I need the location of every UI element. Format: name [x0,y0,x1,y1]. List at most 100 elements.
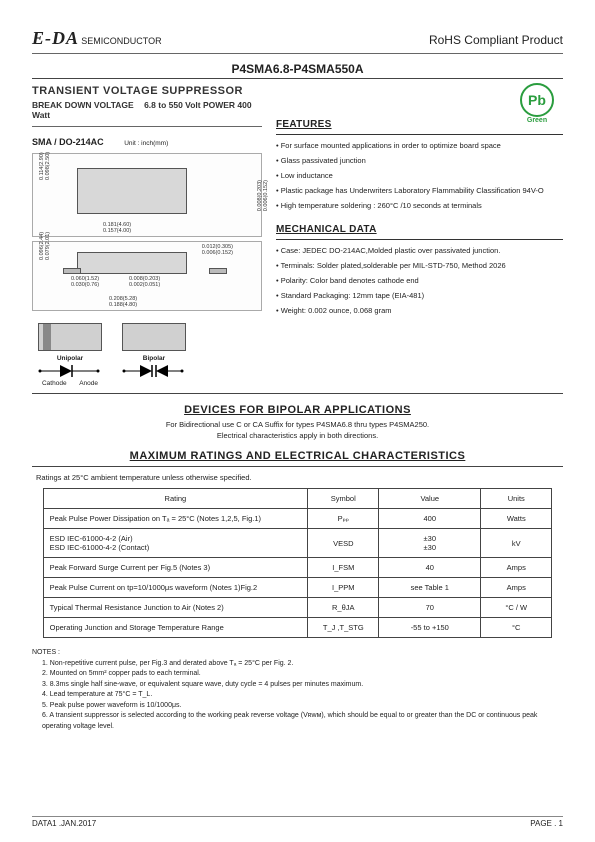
table-cell: Operating Junction and Storage Temperatu… [43,618,308,638]
footer-date: DATA1 .JAN.2017 [32,819,96,828]
features-list: For surface mounted applications in orde… [276,141,563,210]
table-cell: Pₚₚ [308,509,379,529]
mechanical-heading: MECHANICAL DATA [276,224,563,235]
th-units: Units [481,489,552,509]
feature-item: For surface mounted applications in orde… [276,141,563,150]
note-item: 3. 8.3ms single half sine-wave, or equiv… [42,680,563,691]
unipolar-symbol-icon [38,362,102,380]
table-cell: °C / W [481,598,552,618]
note-item: 2. Mounted on 5mm² copper pads to each t… [42,669,563,680]
mech-item: Weight: 0.002 ounce, 0.068 gram [276,306,563,315]
th-value: Value [379,489,481,509]
notes-heading: NOTES : [32,648,563,659]
dim-w1: 0.181(4.60)0.157(4.00) [103,222,131,234]
unit-label: Unit : inch(mm) [124,140,168,147]
package-label: SMA / DO-214AC Unit : inch(mm) [32,137,262,147]
table-row: ESD IEC-61000-4-2 (Air) ESD IEC-61000-4-… [43,529,552,558]
right-column: Pb Green FEATURES For surface mounted ap… [276,85,563,387]
table-cell: Watts [481,509,552,529]
table-cell: I_FSM [308,558,379,578]
title-rule [32,78,563,79]
note-item: 5. Peak pulse power waveform is 10/1000μ… [42,701,563,712]
table-cell: Typical Thermal Resistance Junction to A… [43,598,308,618]
section-rule [32,393,563,394]
package-top-drawing: 0.114(2.90)0.098(2.50) 0.008(0.203)0.006… [32,153,262,237]
feature-item: Low inductance [276,171,563,180]
table-cell: T_J ,T_STG [308,618,379,638]
table-cell: see Table 1 [379,578,481,598]
mech-item: Standard Packaging: 12mm tape (EIA-481) [276,291,563,300]
table-cell: R_θJA [308,598,379,618]
part-number: P4SMA6.8-P4SMA550A [32,62,563,76]
header-rule [32,53,563,54]
ratings-note: Ratings at 25°C ambient temperature unle… [36,473,563,482]
tvs-title: TRANSIENT VOLTAGE SUPPRESSOR [32,85,262,97]
polarity-section: Unipolar Cathode Anode Bipolar [32,323,262,387]
table-cell: kV [481,529,552,558]
th-symbol: Symbol [308,489,379,509]
pb-free-badge: Pb Green [515,83,559,127]
ratings-table: Rating Symbol Value Units Peak Pulse Pow… [43,488,553,638]
table-row: Peak Pulse Power Dissipation on Tₐ = 25°… [43,509,552,529]
bdv-label: BREAK DOWN VOLTAGE [32,100,134,110]
bdv-rule [32,126,262,127]
unipolar-box: Unipolar Cathode Anode [38,323,102,387]
note-item: 1. Non-repetitive current pulse, per Fig… [42,659,563,670]
bipolar-line1: For Bidirectional use C or CA Suffix for… [32,420,563,429]
table-cell: °C [481,618,552,638]
table-row: Peak Pulse Current on tp=10/1000μs wavef… [43,578,552,598]
package-name: SMA / DO-214AC [32,137,104,147]
dim-side-L: 0.208(5.28)0.188(4.80) [109,296,137,308]
mechanical-list: Case: JEDEC DO-214AC,Molded plastic over… [276,246,563,315]
mech-item: Case: JEDEC DO-214AC,Molded plastic over… [276,246,563,255]
unipolar-label: Unipolar [38,355,102,362]
pb-icon: Pb [520,83,554,117]
table-row: Operating Junction and Storage Temperatu… [43,618,552,638]
bipolar-line2: Electrical characteristics apply in both… [32,431,563,440]
mech-item: Polarity: Color band denotes cathode end [276,276,563,285]
table-cell: Peak Pulse Current on tp=10/1000μs wavef… [43,578,308,598]
bipolar-apps-title: DEVICES FOR BIPOLAR APPLICATIONS [32,404,563,416]
table-cell: 40 [379,558,481,578]
dim-h1: 0.114(2.90)0.098(2.50) [39,152,51,180]
dim-l1: 0.008(0.203)0.006(0.152) [257,180,269,211]
brand-sub: SEMICONDUCTOR [81,36,161,46]
pb-green-label: Green [515,117,559,124]
table-cell: ±30 ±30 [379,529,481,558]
table-cell: ESD IEC-61000-4-2 (Air) ESD IEC-61000-4-… [43,529,308,558]
bipolar-box: Bipolar [122,323,186,387]
footer: DATA1 .JAN.2017 PAGE . 1 [32,816,563,828]
brand: E-DA SEMICONDUCTOR [32,28,162,49]
feature-item: Plastic package has Underwriters Laborat… [276,186,563,195]
table-cell: -55 to +150 [379,618,481,638]
bipolar-symbol-icon [122,362,186,380]
bipolar-label: Bipolar [122,355,186,362]
notes-section: NOTES : 1. Non-repetitive current pulse,… [32,648,563,732]
note-item: 4. Lead temperature at 75°C = T_L. [42,690,563,701]
dim-side-p: 0.060(1.52)0.030(0.76) [71,276,99,288]
footer-page: PAGE . 1 [530,819,563,828]
table-cell: Amps [481,578,552,598]
max-rule [32,466,563,467]
table-cell: Amps [481,558,552,578]
mech-item: Terminals: Solder plated,solderable per … [276,261,563,270]
package-side-drawing: 0.096(2.44)0.079(2.01) 0.012(0.305)0.006… [32,241,262,311]
brand-name: E-DA [32,28,79,48]
table-cell: I_PPM [308,578,379,598]
th-rating: Rating [43,489,308,509]
table-cell: Peak Pulse Power Dissipation on Tₐ = 25°… [43,509,308,529]
table-cell: 400 [379,509,481,529]
table-row: Peak Forward Surge Current per Fig.5 (No… [43,558,552,578]
feature-item: Glass passivated junction [276,156,563,165]
note-item: 6. A transient suppressor is selected ac… [42,711,563,732]
table-cell: 70 [379,598,481,618]
table-cell: VESD [308,529,379,558]
rohs-label: RoHS Compliant Product [429,33,563,47]
table-cell: Peak Forward Surge Current per Fig.5 (No… [43,558,308,578]
left-column: TRANSIENT VOLTAGE SUPPRESSOR BREAK DOWN … [32,85,262,387]
breakdown-voltage: BREAK DOWN VOLTAGE 6.8 to 550 Volt POWER… [32,100,262,120]
dim-side-g: 0.008(0.203)0.002(0.051) [129,276,160,288]
cathode-anode-label: Cathode Anode [38,380,102,387]
dim-side-h: 0.096(2.44)0.079(2.01) [39,232,51,260]
table-row: Typical Thermal Resistance Junction to A… [43,598,552,618]
